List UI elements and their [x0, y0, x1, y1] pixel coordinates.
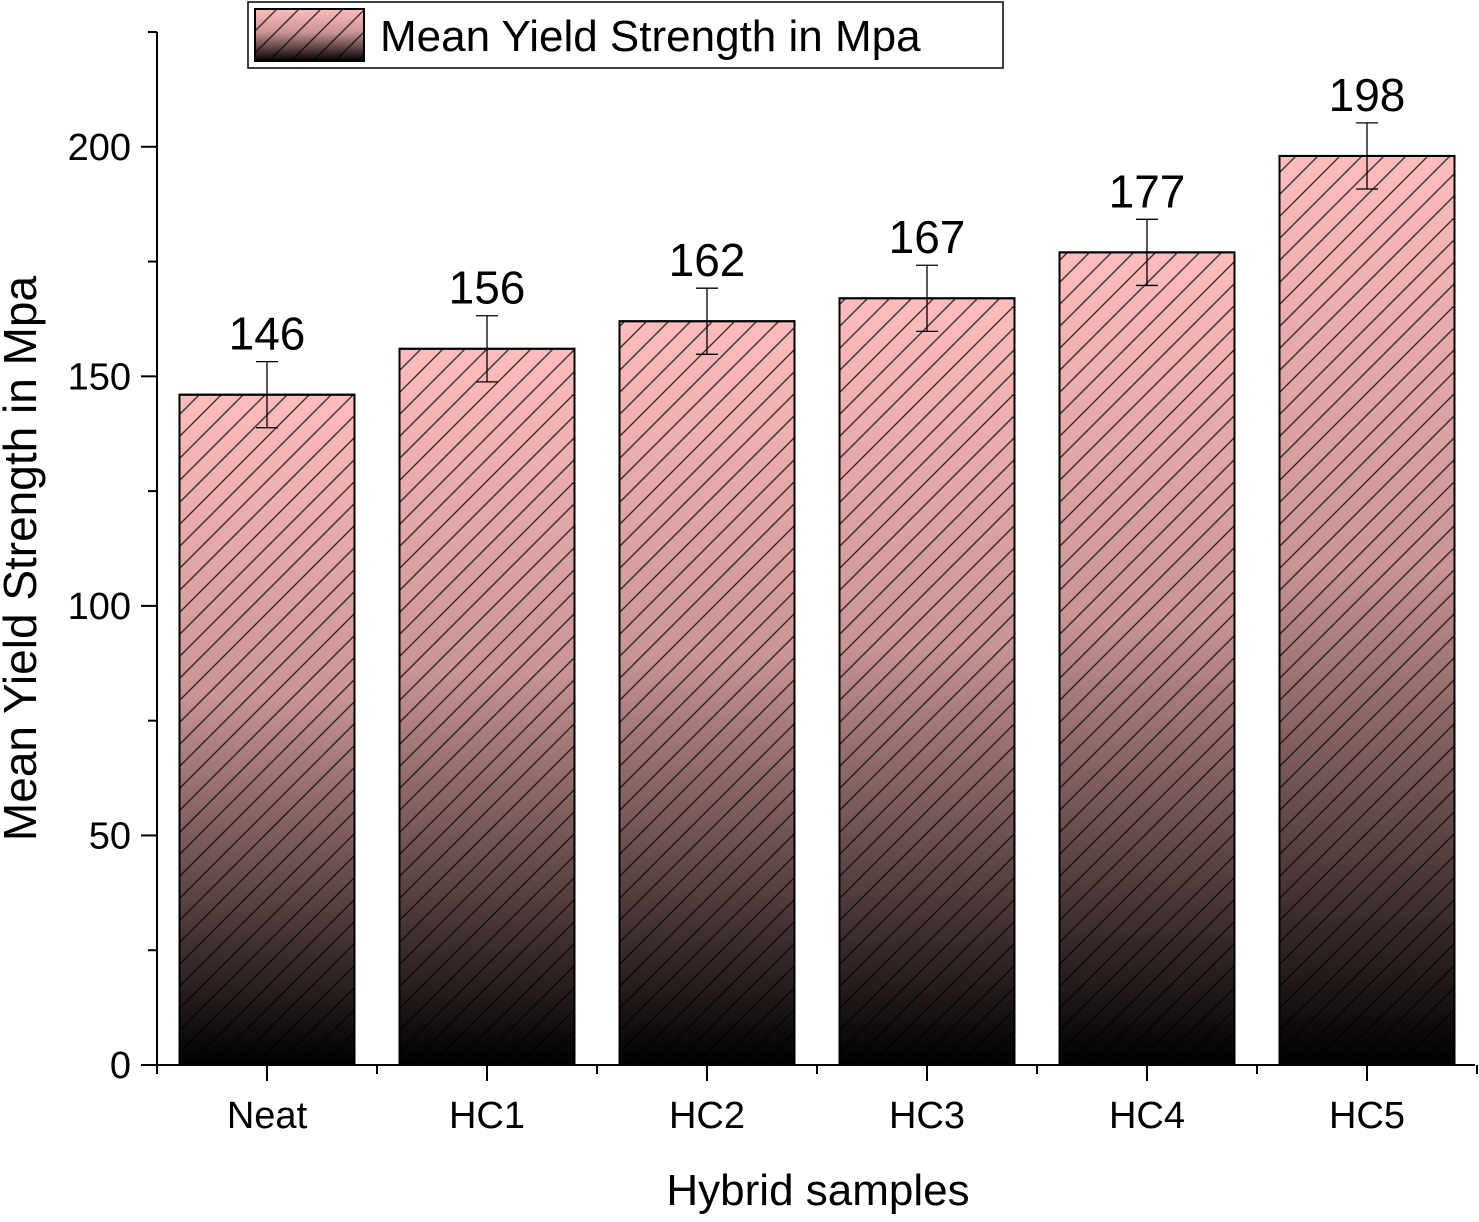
bar-hatch-hc5: [1278, 154, 1456, 1066]
bar-hatch-hc2: [618, 320, 796, 1066]
y-tick-label: 0: [110, 1045, 131, 1087]
x-tick-label-hc4: HC4: [1109, 1095, 1185, 1137]
y-axis-title: Mean Yield Strength in Mpa: [0, 276, 46, 842]
y-tick-label: 150: [68, 356, 131, 398]
error-bar-hc3: [916, 264, 938, 332]
x-tick-label-hc3: HC3: [889, 1095, 965, 1137]
data-label-hc4: 177: [1109, 165, 1186, 217]
legend-label: Mean Yield Strength in Mpa: [380, 12, 921, 61]
data-label-hc3: 167: [889, 211, 966, 263]
legend-box: [247, 1, 1004, 69]
legend-swatch-hatch: [254, 8, 365, 62]
y-tick-label: 200: [68, 127, 131, 169]
bar-hatch-hc4: [1058, 251, 1236, 1066]
error-bar-hc5: [1356, 122, 1378, 190]
bars-layer: 146 156 162 167 177 198: [178, 69, 1456, 1067]
data-label-neat: 146: [229, 308, 306, 360]
bar-hatch-hc1: [398, 347, 576, 1066]
y-tick-label: 100: [68, 586, 131, 628]
bar-hatch-neat: [178, 393, 356, 1067]
error-bar-hc4: [1136, 218, 1158, 287]
legend: Mean Yield Strength in Mpa: [247, 1, 1004, 69]
data-label-hc1: 156: [449, 262, 526, 314]
x-tick-label-neat: Neat: [227, 1095, 308, 1137]
data-label-hc5: 198: [1329, 69, 1406, 121]
data-label-hc2: 162: [669, 234, 746, 286]
error-bar-hc1: [476, 315, 498, 383]
error-bar-neat: [256, 360, 278, 429]
x-tick-label-hc5: HC5: [1329, 1095, 1405, 1137]
x-axis-title: Hybrid samples: [666, 1166, 969, 1215]
error-bar-hc2: [696, 287, 718, 355]
bar-hatch-hc3: [838, 297, 1016, 1067]
x-tick-label-hc2: HC2: [669, 1095, 745, 1137]
y-tick-label: 50: [89, 815, 131, 857]
axes-layer: Neat HC1 HC2 HC3 HC4 HC5 0 50 100 150 200: [68, 31, 1478, 1137]
x-tick-label-hc1: HC1: [449, 1095, 525, 1137]
